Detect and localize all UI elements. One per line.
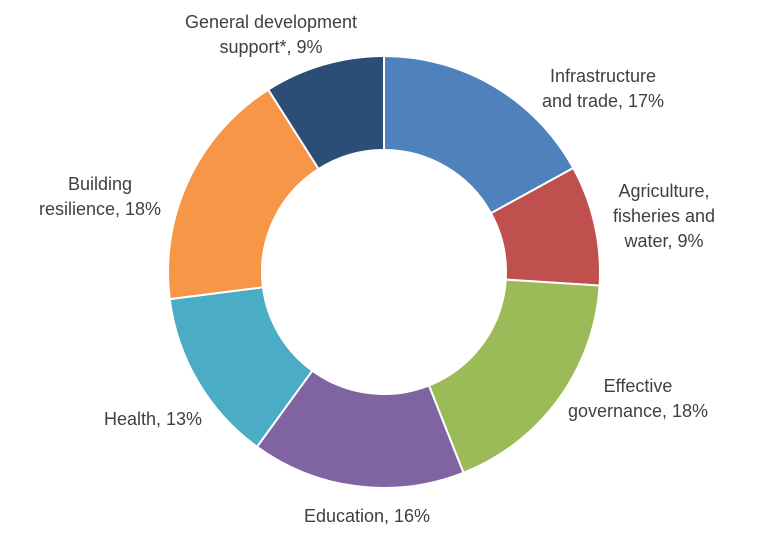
slice-label-line: water, 9%: [623, 231, 703, 251]
slice-label-line: Health, 13%: [104, 409, 202, 429]
slice-label-line: Agriculture,: [618, 181, 709, 201]
slice-label-line: and trade, 17%: [542, 91, 664, 111]
labels-group: Infrastructure and trade, 17% Agriculture,…: [39, 12, 715, 526]
slice-label-line: support*, 9%: [219, 37, 322, 57]
slice-label-2: Effective governance, 18%: [568, 376, 708, 421]
slice-label-line: fisheries and: [613, 206, 715, 226]
slice-label-line: Infrastructure: [550, 66, 656, 86]
slice-label-5: Building resilience, 18%: [39, 174, 161, 219]
slice-label-4: Health, 13%: [104, 409, 202, 429]
slice-label-3: Education, 16%: [304, 506, 430, 526]
slice-label-1: Agriculture, fisheries and water, 9%: [613, 181, 715, 251]
slice-label-6: General development support*, 9%: [185, 12, 357, 57]
slice-label-line: General development: [185, 12, 357, 32]
slice-label-line: Building: [68, 174, 132, 194]
slice-label-line: Effective: [604, 376, 673, 396]
slice-label-0: Infrastructure and trade, 17%: [542, 66, 664, 111]
slices-group: [167, 54, 601, 489]
slice-label-line: resilience, 18%: [39, 199, 161, 219]
slice-2: [427, 278, 601, 475]
slice-5: [167, 88, 321, 301]
slice-6: [266, 54, 385, 171]
slice-label-line: governance, 18%: [568, 401, 708, 421]
slice-label-line: Education, 16%: [304, 506, 430, 526]
